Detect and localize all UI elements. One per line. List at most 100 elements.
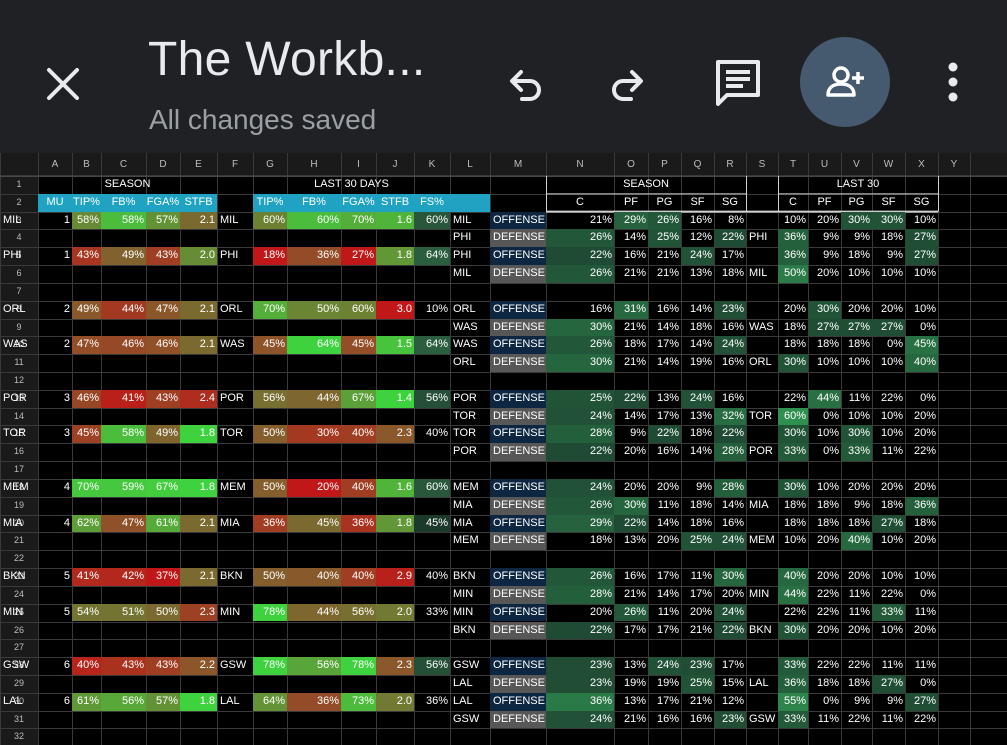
row-header[interactable]: 19 (13, 499, 24, 510)
stfb-cell[interactable]: 2.9 (376, 568, 414, 586)
offense-label[interactable]: OFFENSE (490, 389, 546, 408)
stfb-cell[interactable]: 3.0 (376, 300, 414, 319)
position-pct-cell[interactable]: 0% (920, 320, 936, 333)
fga-cell[interactable]: 37% (146, 568, 180, 586)
position-pct-cell[interactable]: 20% (783, 302, 806, 315)
position-pct-cell[interactable]: 10% (880, 409, 903, 422)
defense-label[interactable]: DEFENSE (490, 621, 546, 640)
fga-cell[interactable]: 27% (341, 247, 376, 266)
position-pct-cell[interactable]: 36% (778, 247, 808, 266)
fb-cell[interactable]: 47% (101, 514, 146, 533)
matchup-cell[interactable]: 4 (63, 480, 70, 493)
position-pct-cell[interactable]: 20% (816, 213, 839, 226)
position-pct-cell[interactable]: 22% (783, 391, 806, 404)
stfb-cell[interactable]: 1.8 (376, 247, 414, 266)
defense-label[interactable]: DEFENSE (490, 674, 546, 693)
column-header[interactable]: W (883, 159, 894, 170)
offense-label[interactable]: OFFENSE (490, 425, 546, 444)
position-pct-cell[interactable]: 18% (913, 516, 936, 529)
position-pct-cell[interactable]: 25% (648, 229, 681, 248)
defense-label[interactable]: DEFENSE (490, 265, 546, 283)
team-cell[interactable]: MEM (453, 534, 479, 547)
position-pct-cell[interactable]: 23% (546, 674, 614, 693)
position-pct-cell[interactable]: 18% (783, 498, 806, 511)
fga-cell[interactable]: 43% (146, 247, 180, 266)
position-pct-cell[interactable]: 23% (714, 710, 746, 729)
fb-cell[interactable]: 59% (101, 478, 146, 497)
column-label[interactable]: FGA% (341, 193, 376, 212)
row-header[interactable]: 16 (13, 446, 24, 457)
column-header[interactable]: M (513, 159, 523, 170)
team-cell[interactable]: MIL (220, 213, 239, 226)
fb-cell[interactable]: 56% (101, 692, 146, 711)
fb-cell[interactable]: 36% (287, 692, 341, 711)
position-pct-cell[interactable]: 27% (872, 674, 905, 693)
position-pct-cell[interactable]: 22% (714, 621, 746, 640)
position-pct-cell[interactable]: 30% (778, 354, 808, 372)
tip-cell[interactable]: 56% (253, 389, 287, 408)
position-pct-cell[interactable]: 30% (808, 300, 841, 319)
position-pct-cell[interactable]: 40% (905, 354, 938, 372)
position-pct-cell[interactable]: 20% (623, 480, 646, 493)
row-header[interactable]: 13 (13, 392, 24, 403)
tip-cell[interactable]: 45% (253, 336, 287, 355)
column-header[interactable]: J (392, 159, 398, 170)
row-header[interactable]: 14 (13, 410, 24, 421)
tip-cell[interactable]: 70% (253, 300, 287, 319)
team-cell[interactable]: MIN (453, 587, 474, 600)
offense-label[interactable]: OFFENSE (490, 300, 546, 319)
position-pct-cell[interactable]: 22% (714, 229, 746, 248)
position-pct-cell[interactable]: 14% (689, 445, 712, 458)
position-pct-cell[interactable]: 18% (689, 516, 712, 529)
team-cell[interactable]: TOR (453, 409, 477, 422)
offense-label[interactable]: OFFENSE (490, 247, 546, 266)
position-pct-cell[interactable]: 30% (546, 318, 614, 337)
position-pct-cell[interactable]: 9% (823, 231, 839, 244)
position-pct-cell[interactable]: 16% (623, 249, 646, 262)
fb-cell[interactable]: 58% (101, 211, 146, 230)
column-header[interactable]: V (853, 159, 860, 170)
position-pct-cell[interactable]: 30% (841, 425, 872, 444)
row-header[interactable]: 11 (14, 357, 24, 368)
defense-label[interactable]: DEFENSE (490, 496, 546, 515)
team-cell[interactable]: LAL (220, 694, 240, 707)
position-pct-cell[interactable]: 24% (714, 336, 746, 355)
position-pct-cell[interactable]: 9% (696, 480, 712, 493)
column-label[interactable]: STFB (376, 193, 414, 212)
fb-cell[interactable]: 44% (287, 389, 341, 408)
tip-cell[interactable]: 64% (253, 692, 287, 711)
team-cell[interactable]: WAS (749, 320, 774, 333)
position-pct-cell[interactable]: 36% (546, 692, 614, 711)
tip-cell[interactable]: 36% (253, 514, 287, 533)
spreadsheet-grid[interactable]: A B C D E F G H I J K L M N O P Q R S T U V W X Y 1 2 3 4 5 6 7 8 9 10 11 12… (0, 153, 1007, 745)
tip-cell[interactable]: 47% (72, 336, 101, 355)
position-pct-cell[interactable]: 17% (721, 249, 744, 262)
team-cell[interactable]: BKN (220, 570, 243, 583)
tip-cell[interactable]: 46% (72, 389, 101, 408)
fs-cell[interactable]: 10% (425, 302, 448, 315)
redo-icon[interactable] (601, 55, 657, 111)
fb-cell[interactable]: 58% (101, 425, 146, 444)
position-pct-cell[interactable]: 24% (648, 657, 681, 675)
position-pct-cell[interactable]: 18% (816, 676, 839, 689)
position-pct-cell[interactable]: 22% (546, 443, 614, 462)
offense-label[interactable]: OFFENSE (490, 211, 546, 230)
team-cell[interactable]: PHI (749, 231, 768, 244)
team-cell[interactable]: ORL (453, 302, 476, 315)
matchup-cell[interactable]: 6 (63, 659, 70, 672)
fga-cell[interactable]: 56% (341, 603, 376, 622)
offense-label[interactable]: OFFENSE (490, 568, 546, 586)
tip-cell[interactable]: 70% (72, 478, 101, 497)
position-pct-cell[interactable]: 44% (808, 389, 841, 408)
fga-cell[interactable]: 40% (341, 478, 376, 497)
fga-cell[interactable]: 61% (146, 514, 180, 533)
position-pct-cell[interactable]: 11% (817, 712, 839, 725)
header-fill[interactable] (450, 193, 490, 212)
tip-cell[interactable]: 50% (253, 425, 287, 444)
position-pct-cell[interactable]: 25% (681, 674, 714, 693)
row-header[interactable]: 5 (16, 250, 22, 261)
position-pct-cell[interactable]: 44% (778, 585, 808, 604)
team-cell[interactable]: WAS (453, 320, 478, 333)
team-cell[interactable]: POR (3, 391, 27, 404)
row-header[interactable]: 3 (16, 214, 22, 225)
